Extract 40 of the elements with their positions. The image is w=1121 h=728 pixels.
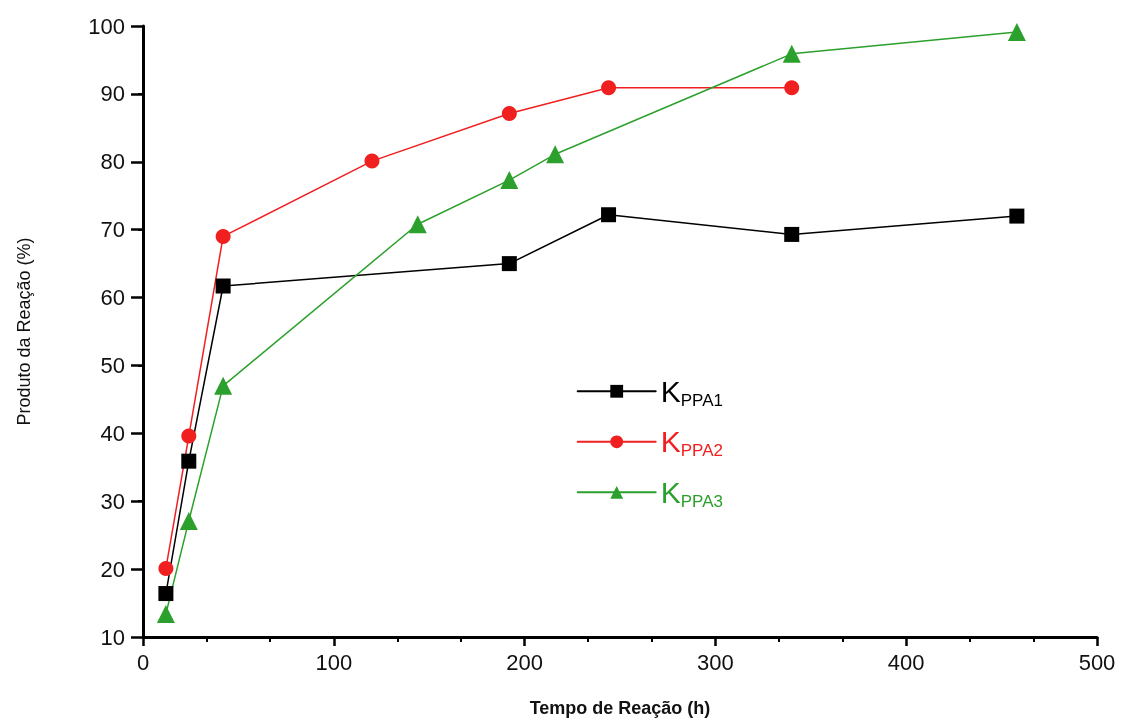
point — [156, 604, 175, 623]
point — [181, 428, 197, 444]
x-tick-label: 200 — [506, 649, 543, 675]
point — [546, 145, 565, 164]
x-axis-title: Tempo de Reação (h) — [529, 698, 711, 718]
point — [158, 560, 174, 576]
point — [601, 207, 617, 223]
x-tick-label: 0 — [136, 649, 150, 675]
point — [214, 376, 233, 395]
y-tick-label: 10 — [100, 624, 125, 650]
point — [179, 511, 198, 530]
y-axis-title: Produto da Reação (%) — [14, 237, 34, 426]
point — [501, 256, 517, 272]
point — [784, 226, 800, 242]
y-tick-label: 70 — [100, 217, 125, 243]
point — [500, 171, 519, 190]
point — [364, 153, 380, 169]
point — [181, 453, 197, 469]
y-tick-label: 20 — [100, 556, 125, 582]
y-tick-label: 80 — [100, 149, 125, 175]
point — [158, 586, 174, 602]
x-tick-label: 500 — [1078, 649, 1116, 675]
y-tick-label: 100 — [88, 13, 125, 39]
point — [601, 80, 617, 96]
y-tick-label: 50 — [100, 352, 125, 378]
point — [1009, 208, 1025, 224]
point — [1007, 23, 1026, 42]
y-tick-label: 60 — [100, 285, 125, 311]
x-tick-label: 400 — [887, 649, 925, 675]
point — [215, 278, 231, 294]
y-tick-label: 90 — [100, 81, 125, 107]
point — [782, 44, 801, 63]
point — [408, 215, 427, 234]
x-tick-label: 100 — [315, 649, 353, 675]
x-tick-label: 300 — [697, 649, 734, 675]
point — [784, 80, 800, 96]
point — [501, 106, 517, 122]
point — [215, 228, 231, 244]
y-tick-label: 30 — [100, 488, 125, 514]
y-tick-label: 40 — [100, 420, 125, 446]
